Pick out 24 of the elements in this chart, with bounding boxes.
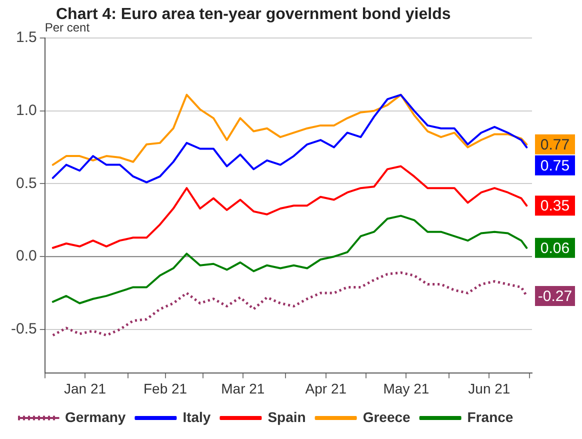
x-tick-label: Jan 21 xyxy=(64,380,106,396)
x-tick-label: Feb 21 xyxy=(144,380,188,396)
x-tick-label: Jun 21 xyxy=(468,380,510,396)
data-label: 0.35 xyxy=(540,198,570,215)
line-series xyxy=(52,271,528,337)
legend-label: France xyxy=(467,408,514,425)
data-label: 0.77 xyxy=(540,136,570,154)
data-label: -0.27 xyxy=(538,288,572,306)
y-tick-label: 1.0 xyxy=(16,102,37,120)
legend-label: Spain xyxy=(268,408,306,425)
data-label: 0.06 xyxy=(540,240,570,258)
y-axis-title: Per cent xyxy=(44,20,90,34)
chart-title: Chart 4: Euro area ten-year government bond yields xyxy=(56,6,451,23)
y-tick-label: 0.5 xyxy=(16,174,37,192)
y-tick-label: -0.5 xyxy=(10,320,37,338)
data-label: 0.75 xyxy=(540,158,570,175)
x-tick-label: Apr 21 xyxy=(305,380,347,396)
legend-label: Greece xyxy=(362,408,411,425)
x-tick-label: Mar 21 xyxy=(221,380,265,396)
y-tick-label: 1.5 xyxy=(16,29,37,46)
legend-label: Italy xyxy=(182,408,211,425)
legend-label: Germany xyxy=(65,408,126,425)
x-tick-label: May 21 xyxy=(383,380,430,396)
y-tick-label: 0.0 xyxy=(16,248,37,265)
